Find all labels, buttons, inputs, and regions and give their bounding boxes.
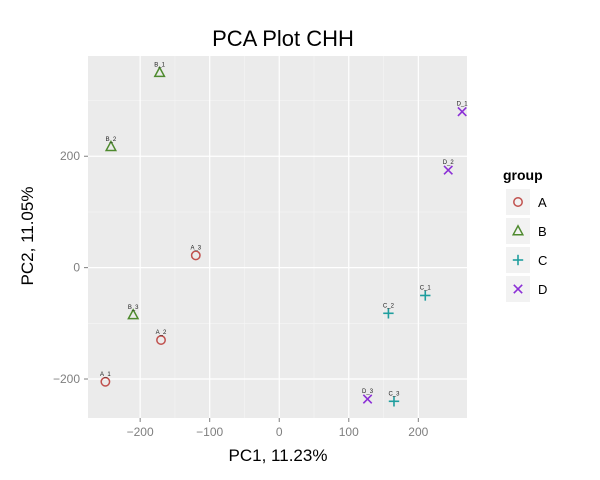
data-point-b <box>153 65 166 78</box>
legend-key-c <box>512 254 524 266</box>
data-point-c <box>383 308 394 319</box>
y-tick-label: 0 <box>73 261 80 275</box>
data-point-label: A_2 <box>156 330 167 336</box>
x-tick-label: 200 <box>408 425 428 439</box>
y-tick-label: 200 <box>60 149 80 163</box>
data-point-a <box>190 250 201 261</box>
legend-title: group <box>503 167 543 183</box>
data-point-d <box>362 394 373 404</box>
data-point-label: B_1 <box>154 63 165 69</box>
data-point-c <box>388 396 400 407</box>
axis-ticks: −200 −100 0 100 200 −200 0 200 <box>53 149 429 439</box>
data-point-label: A_3 <box>190 245 201 251</box>
data-point-d <box>457 106 467 117</box>
y-tick-label: −200 <box>53 372 80 386</box>
legend-label-d: D <box>538 282 547 297</box>
data-point-label: C_2 <box>383 303 395 309</box>
legend-key-box <box>506 189 530 215</box>
data-point-b <box>104 139 118 152</box>
data-point-b <box>127 308 140 320</box>
legend-key-b <box>511 224 525 236</box>
data-point-label: C_3 <box>388 391 400 397</box>
x-axis-title: PC1, 11.23% <box>229 446 328 465</box>
legend-key-d <box>513 284 523 294</box>
data-point-label: D_2 <box>443 160 455 166</box>
data-point-a <box>100 376 111 387</box>
y-axis-title: PC2, 11.05% <box>18 187 37 286</box>
data-point-label: A_1 <box>100 372 111 378</box>
chart-title: PCA Plot CHH <box>212 26 354 51</box>
legend-key-box <box>506 218 530 244</box>
data-points: A_1 A_2 A_3 B_1 B_2 B_3 C_1 C_2 C_3 D_1 D_2 D_3 <box>100 63 468 407</box>
x-tick-label: −200 <box>127 425 154 439</box>
x-tick-label: −100 <box>196 425 223 439</box>
data-point-d <box>443 165 453 175</box>
data-point-label: B_3 <box>128 305 139 311</box>
data-point-a <box>156 335 166 345</box>
x-tick-label: 0 <box>276 425 283 439</box>
x-tick-label: 100 <box>339 425 359 439</box>
grid-lines <box>88 56 467 418</box>
data-point-c <box>420 290 431 301</box>
data-point-label: C_1 <box>420 285 432 291</box>
data-point-label: D_3 <box>362 389 374 395</box>
legend-label-a: A <box>538 195 547 210</box>
data-point-label: B_2 <box>106 137 117 143</box>
data-point-label: D_1 <box>457 102 469 108</box>
legend-label-b: B <box>538 224 547 239</box>
plot-panel <box>88 56 467 418</box>
legend-key-a <box>513 197 523 207</box>
legend-label-c: C <box>538 253 547 268</box>
